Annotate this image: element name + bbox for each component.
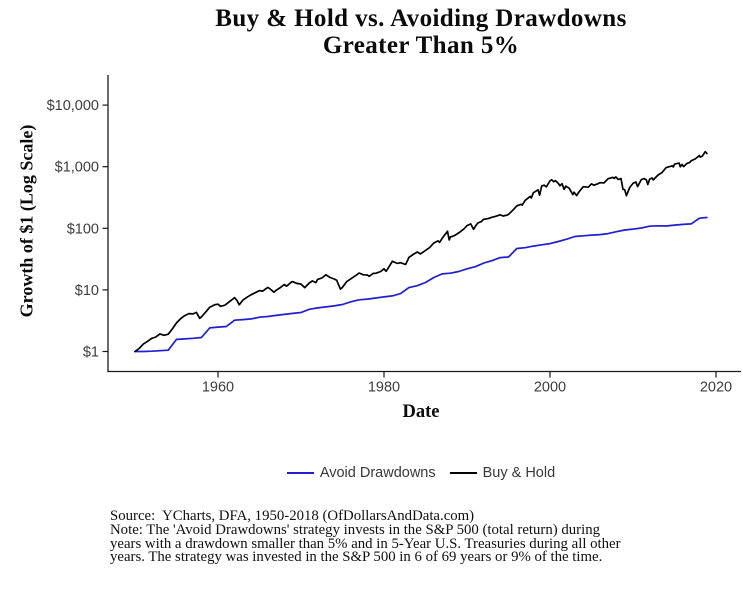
y-tick-label: $100 [67, 221, 99, 237]
series-line-avoid-drawdowns [134, 216, 708, 353]
series-line-buy-hold [134, 150, 708, 353]
x-tick-label: 1960 [202, 380, 234, 396]
legend-line-swatch-buy-hold [449, 471, 477, 475]
legend-label-avoid-drawdowns: Avoid Drawdowns [319, 465, 436, 481]
chart-title: Buy & Hold vs. Avoiding Drawdowns Greate… [99, 5, 743, 59]
x-tick-label: 1980 [368, 380, 400, 396]
legend-line-swatch-avoid-drawdowns [286, 471, 314, 475]
legend: Avoid Drawdowns Buy & Hold [99, 465, 743, 481]
x-tick-label: 2020 [700, 380, 732, 396]
source-note: Source: YCharts, DFA, 1950-2018 (OfDolla… [110, 508, 621, 566]
chart-title-line1: Buy & Hold vs. Avoiding Drawdowns [215, 5, 627, 32]
legend-item-avoid-drawdowns: Avoid Drawdowns [286, 465, 436, 481]
x-tick-label: 2000 [534, 380, 566, 396]
x-axis-title: Date [402, 402, 440, 422]
legend-label-buy-hold: Buy & Hold [482, 465, 556, 481]
y-tick-label: $10 [75, 283, 99, 299]
y-tick-label: $1 [83, 345, 99, 361]
legend-item-buy-hold: Buy & Hold [449, 465, 556, 481]
y-tick-label: $10,000 [47, 98, 99, 114]
chart-title-line2: Greater Than 5% [322, 32, 520, 59]
y-tick-label: $1,000 [55, 160, 99, 176]
